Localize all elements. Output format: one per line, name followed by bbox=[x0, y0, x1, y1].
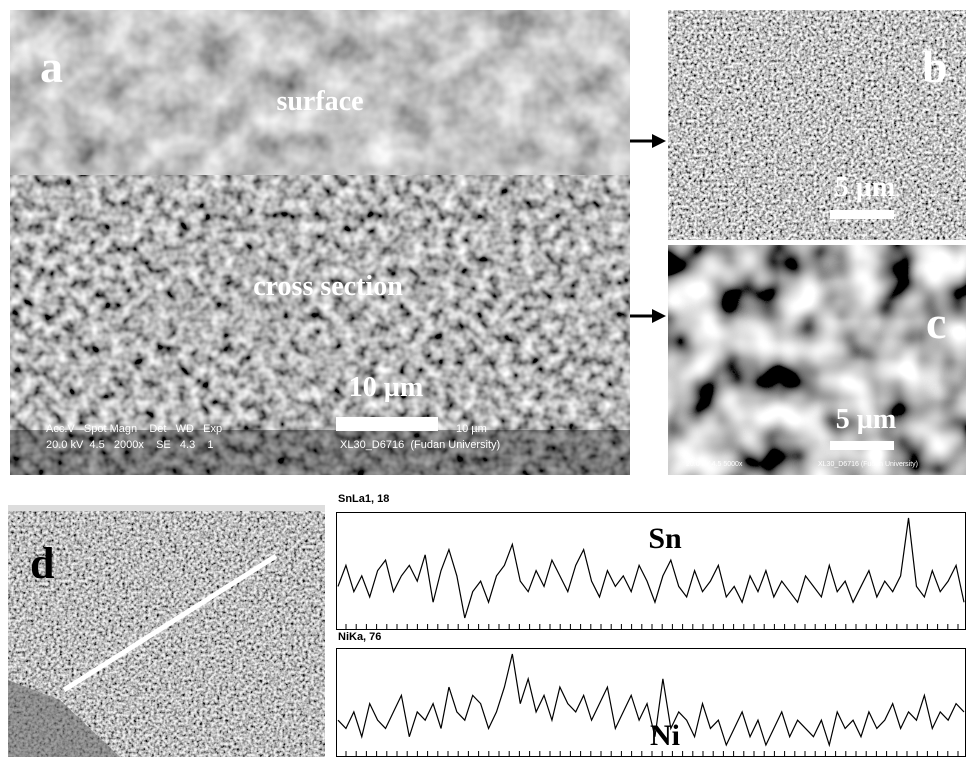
info-text: Acc.V Spot Magn Det WD Exp bbox=[46, 423, 222, 435]
info-text: 20.0 kV 4.5 5000x bbox=[686, 461, 743, 468]
panel-label: a bbox=[40, 41, 63, 92]
top-strip bbox=[8, 505, 325, 511]
scale-bar bbox=[830, 210, 894, 219]
figure: a surface cross section 10 µm Acc.V Spot… bbox=[0, 0, 966, 757]
scale-bar bbox=[336, 417, 438, 431]
arrows bbox=[630, 134, 666, 323]
sem-image bbox=[668, 245, 966, 475]
info-text: 10 µm bbox=[456, 423, 487, 435]
panel-c: c 5 µm 20.0 kV 4.5 5000x XL30_D6716 (Fud… bbox=[668, 245, 966, 475]
element-label: Ni bbox=[650, 719, 680, 752]
panel-b: b 5 µm bbox=[668, 10, 966, 240]
element-label: Sn bbox=[648, 522, 682, 555]
scan-title: SnLa1, 18 bbox=[338, 493, 389, 505]
annotation: cross section bbox=[253, 271, 403, 302]
scan-title: NiKa, 76 bbox=[338, 631, 381, 643]
arrow-head bbox=[652, 134, 666, 148]
panel-label: c bbox=[926, 297, 946, 348]
annotation: surface bbox=[276, 86, 363, 117]
panel-a: a surface cross section 10 µm Acc.V Spot… bbox=[10, 10, 630, 475]
info-text: XL30_D6716 (Fudan University) bbox=[340, 439, 500, 451]
scale-bar bbox=[830, 441, 894, 450]
panel-d: d bbox=[8, 505, 325, 757]
panel-label: d bbox=[30, 539, 54, 588]
info-strip bbox=[10, 430, 630, 475]
scale-label: 10 µm bbox=[349, 372, 423, 403]
info-text: 20.0 kV 4.5 2000x SE 4.3 1 bbox=[46, 439, 214, 451]
line-scans: SnLa1, 18 Sn NiKa, 76 Ni bbox=[337, 493, 966, 757]
arrow-head bbox=[652, 309, 666, 323]
panel-label: b bbox=[922, 41, 948, 92]
scale-label: 5 µm bbox=[835, 172, 895, 203]
scale-label: 5 µm bbox=[836, 404, 896, 435]
info-text: XL30_D6716 (Fudan University) bbox=[818, 461, 918, 468]
